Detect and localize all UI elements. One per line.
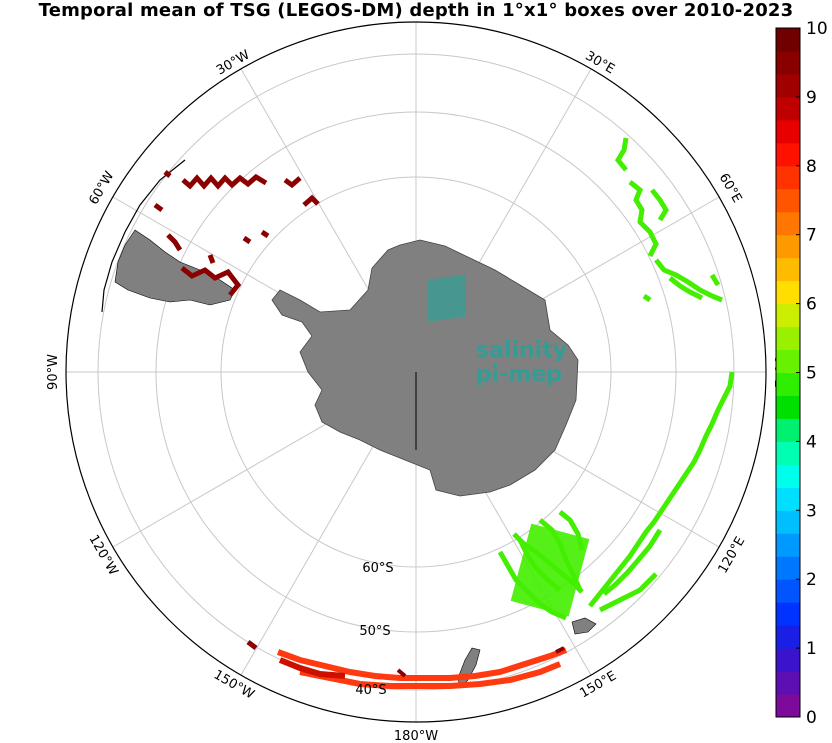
lon-label-150e: 150°E [577, 669, 619, 702]
colorbar-block [776, 464, 800, 488]
colorbar-block [776, 579, 800, 603]
data-cells [153, 137, 735, 689]
cells-atlantic-sector [153, 170, 320, 297]
colorbar-block [776, 372, 800, 396]
latitude-labels: 60°S 50°S 40°S [355, 561, 393, 698]
colorbar-tick-label: 10 [806, 19, 828, 39]
colorbar-block [776, 556, 800, 580]
colorbar-block [776, 395, 800, 419]
cells-indian-sector [614, 137, 723, 303]
lon-label-120w: 120°W [85, 532, 120, 578]
colorbar-block [776, 510, 800, 534]
colorbar-block [776, 96, 800, 121]
colorbar-block [776, 303, 800, 328]
colorbar-tick-label: 2 [806, 570, 817, 590]
lon-label-60e: 60°E [716, 171, 745, 206]
colorbar-tick-label: 3 [806, 501, 817, 521]
colorbar-block [776, 533, 800, 557]
colorbar-block [776, 234, 800, 259]
colorbar-blocks [776, 28, 800, 718]
colorbar-block [776, 648, 800, 672]
colorbar-block [776, 671, 800, 695]
lon-label-180w: 180°W [394, 729, 438, 743]
cells-pacific-sector [246, 640, 568, 689]
colorbar-tick-label: 0 [806, 708, 817, 728]
colorbar-block [776, 280, 800, 305]
colorbar-block [776, 418, 800, 442]
logo-line1: salinity [476, 338, 567, 363]
colorbar-block [776, 625, 800, 649]
lon-label-150w: 150°W [211, 667, 257, 702]
colorbar-tick-label: 6 [806, 295, 817, 315]
lon-label-90w: 90°W [46, 354, 61, 390]
map-boundary [65, 21, 767, 723]
colorbar-block [776, 73, 800, 98]
colorbar-block [776, 50, 800, 75]
colorbar-block [776, 142, 800, 167]
colorbar-tick-label: 9 [806, 88, 817, 108]
logo-line2: pi-mep [476, 362, 562, 387]
colorbar-tick-label: 8 [806, 157, 817, 177]
lat-label-50s: 50°S [359, 624, 390, 639]
colorbar-block [776, 694, 800, 718]
colorbar-tick-label: 5 [806, 364, 817, 384]
lat-label-60s: 60°S [362, 561, 393, 576]
colorbar-block [776, 257, 800, 282]
lon-label-30e: 30°E [582, 49, 617, 78]
colorbar-tick-label: 4 [806, 432, 817, 452]
antarctica-landmass [271, 239, 579, 497]
colorbar-tick-label: 1 [806, 639, 817, 659]
colorbar-block [776, 349, 800, 373]
colorbar-block [776, 441, 800, 465]
map-title: Temporal mean of TSG (LEGOS-DM) depth in… [38, 0, 794, 21]
colorbar-block [776, 602, 800, 626]
tasmania [571, 617, 597, 635]
colorbar-block [776, 211, 800, 236]
colorbar-block [776, 487, 800, 511]
south-america-tip [114, 229, 236, 306]
colorbar-tick-label: 7 [806, 226, 817, 246]
colorbar-tick-labels: 0 1 2 3 4 5 6 7 8 9 10 [796, 19, 828, 728]
lon-label-120e: 120°E [716, 534, 749, 576]
lat-label-40s: 40°S [355, 683, 386, 698]
falklands-coast [101, 159, 186, 313]
colorbar-block [776, 119, 800, 144]
salinity-pi-mep-logo: salinity pi-mep [428, 274, 567, 387]
colorbar-block [776, 326, 800, 351]
colorbar: 0 1 2 3 4 5 6 7 8 9 10 [775, 19, 828, 728]
colorbar-block [776, 28, 800, 52]
colorbar-block [776, 188, 800, 213]
colorbar-block [776, 165, 800, 190]
cells-australian-block [510, 523, 590, 617]
lon-label-60w: 60°W [86, 169, 117, 208]
